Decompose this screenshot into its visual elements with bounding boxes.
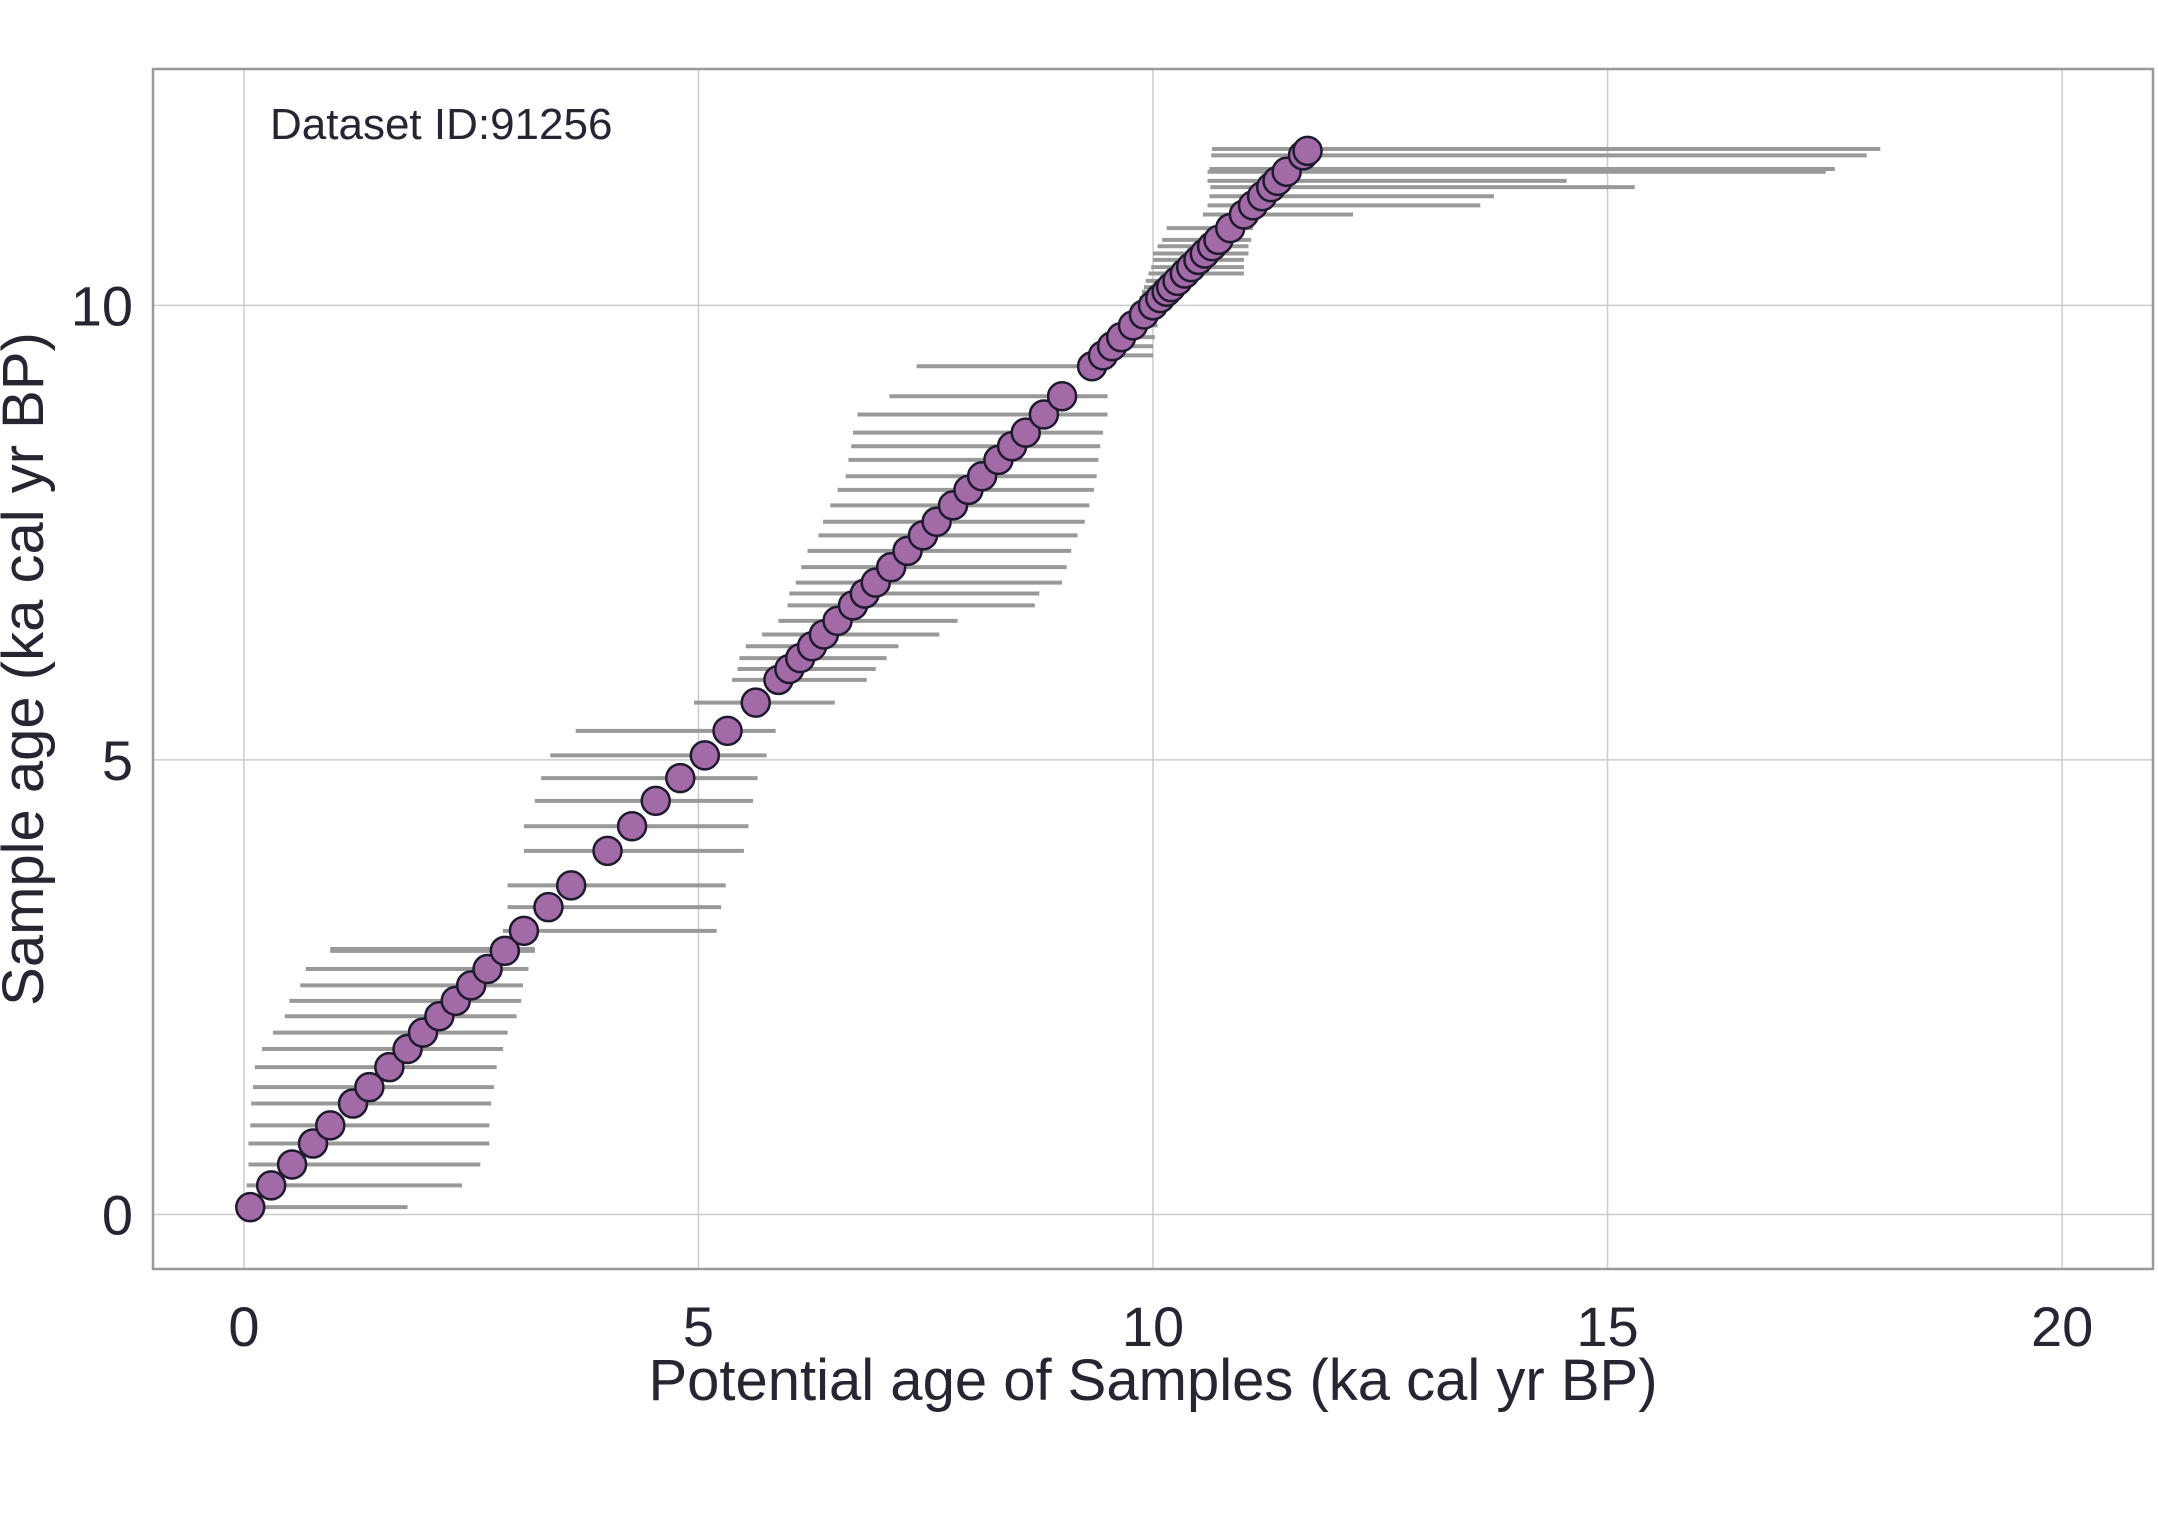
sample-point [255,1170,287,1201]
sample-point [235,1191,266,1223]
x-tick-label: 20 [2031,1295,2093,1358]
sample-point [555,870,587,901]
sample-point [592,835,623,867]
x-tick-label: 5 [683,1295,714,1358]
sample-point [315,1110,346,1141]
sample-point [354,1071,385,1103]
sample-point [1028,399,1060,430]
y-tick-label: 10 [71,274,133,337]
sample-point [689,740,721,771]
sample-points [235,135,1323,1223]
plot-frame [151,67,2155,1271]
tick-labels: 0 5 10 15 20 0 5 10 [71,274,2094,1358]
sample-point [508,915,540,947]
dataset-annotation: Dataset ID:91256 [270,100,612,149]
sample-point [616,811,648,842]
sample-point [1046,381,1078,412]
sample-point [1010,417,1041,448]
sample-point [740,687,771,718]
x-tick-label: 15 [1576,1295,1638,1358]
sample-point [276,1149,308,1180]
sample-point [489,935,521,967]
y-tick-label: 0 [102,1183,133,1246]
x-tick-label: 10 [1122,1295,1184,1358]
x-tick-label: 0 [228,1295,259,1358]
y-axis-label: Sample age (ka cal yr BP) [0,332,56,1006]
sample-point [640,785,671,817]
sample-point [712,715,743,747]
x-axis-label: Potential age of Samples (ka cal yr BP) [648,1348,1657,1413]
sample-point [1292,135,1323,167]
sample-point [374,1051,405,1083]
sample-point [665,762,696,794]
y-tick-label: 5 [102,729,133,792]
sample-point [533,891,564,923]
